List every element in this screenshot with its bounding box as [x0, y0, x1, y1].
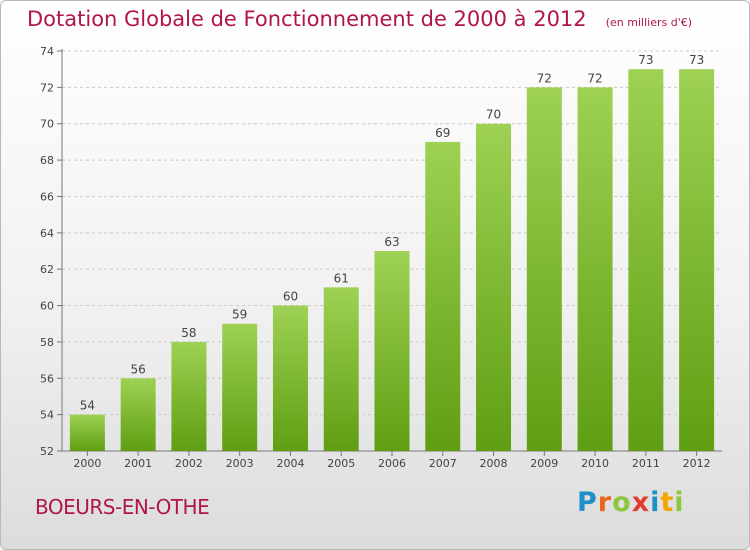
- logo-letter: o: [612, 487, 632, 518]
- y-tick-label: 52: [40, 445, 54, 458]
- x-tick-label: 2011: [632, 457, 660, 470]
- labels: 52 54 56 58 60 62 64 66 68 70 72 74 2000 54 2001 56 2002…: [40, 45, 711, 470]
- bars: [69, 69, 715, 452]
- proxiti-logo: Proxiti: [577, 487, 685, 518]
- x-tick-label: 2004: [276, 457, 304, 470]
- logo-letter: i: [650, 487, 661, 518]
- bar-2004: [272, 305, 308, 451]
- y-tick-label: 66: [40, 190, 54, 203]
- bar-2007: [425, 141, 461, 451]
- bar-2005: [323, 287, 359, 451]
- x-tick-label: 2001: [124, 457, 152, 470]
- bar-2003: [222, 323, 258, 451]
- bar-2008: [476, 123, 512, 452]
- commune-name: BOEURS-EN-OTHE: [35, 495, 210, 519]
- y-tick-label: 54: [40, 409, 54, 422]
- data-label: 61: [334, 271, 349, 285]
- x-tick-label: 2005: [327, 457, 355, 470]
- y-tick-label: 70: [40, 118, 54, 131]
- logo-letter: t: [660, 487, 675, 518]
- chart-title-main: Dotation Globale de Fonctionnement de 20…: [27, 7, 587, 31]
- y-tick-label: 64: [40, 227, 54, 240]
- bar-2009: [526, 87, 562, 451]
- chart-title: Dotation Globale de Fonctionnement de 20…: [27, 7, 692, 31]
- data-label: 58: [181, 326, 196, 340]
- logo-letter: i: [674, 487, 685, 518]
- bar-2006: [374, 251, 410, 451]
- y-tick-label: 72: [40, 81, 54, 94]
- y-tick-label: 56: [40, 372, 54, 385]
- data-label: 72: [587, 71, 602, 85]
- bar-2002: [171, 341, 207, 451]
- data-label: 63: [384, 235, 399, 249]
- bar-2010: [577, 87, 613, 451]
- logo-letter: x: [631, 487, 651, 518]
- bar-2001: [120, 378, 156, 451]
- bar-2000: [69, 414, 105, 451]
- logo-letter: P: [577, 487, 598, 518]
- x-tick-label: 2000: [73, 457, 101, 470]
- data-label: 54: [80, 399, 95, 413]
- y-tick-label: 62: [40, 263, 54, 276]
- x-tick-label: 2002: [175, 457, 203, 470]
- y-tick-label: 60: [40, 300, 54, 313]
- data-label: 73: [638, 53, 653, 67]
- bar-2012: [679, 69, 715, 451]
- x-tick-label: 2010: [581, 457, 609, 470]
- logo-letter: r: [597, 487, 613, 518]
- y-tick-label: 68: [40, 154, 54, 167]
- data-label: 69: [435, 126, 450, 140]
- x-tick-label: 2006: [378, 457, 406, 470]
- data-label: 59: [232, 308, 247, 322]
- x-tick-label: 2008: [480, 457, 508, 470]
- data-label: 70: [486, 108, 501, 122]
- data-label: 56: [131, 362, 146, 376]
- x-tick-label: 2003: [226, 457, 254, 470]
- data-label: 60: [283, 290, 298, 304]
- x-tick-label: 2009: [530, 457, 558, 470]
- data-label: 73: [689, 53, 704, 67]
- x-tick-label: 2007: [429, 457, 457, 470]
- y-tick-label: 58: [40, 336, 54, 349]
- bar-2011: [628, 69, 664, 451]
- y-tick-label: 74: [40, 45, 54, 58]
- chart-title-unit: (en milliers d'€): [605, 16, 693, 29]
- data-label: 72: [537, 71, 552, 85]
- x-tick-label: 2012: [683, 457, 711, 470]
